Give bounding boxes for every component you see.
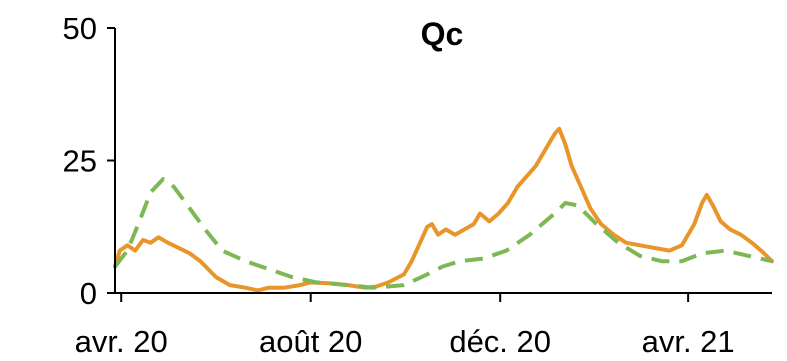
y-tick-label: 50 — [63, 11, 97, 46]
y-tick-label: 25 — [63, 144, 97, 179]
ticks-layer: 0 25 50 avr. 20 août 20 déc. 20 avr. 21 — [63, 11, 735, 359]
y-tick-label: 0 — [80, 276, 97, 311]
series-line-dashed-green — [113, 177, 773, 290]
axes-layer — [114, 28, 772, 294]
chart-title: Qc — [421, 16, 464, 52]
x-tick-label: avr. 20 — [75, 324, 168, 359]
x-tick-label: déc. 20 — [449, 324, 551, 359]
x-tick-label: août 20 — [259, 324, 362, 359]
series-layer — [113, 126, 774, 293]
x-tick-label: avr. 21 — [642, 324, 735, 359]
series-line-solid-orange — [113, 126, 774, 293]
